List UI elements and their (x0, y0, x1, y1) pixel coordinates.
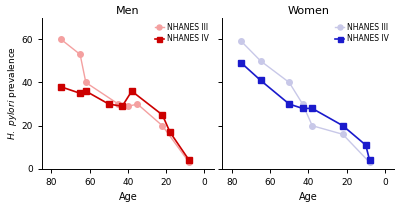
NHANES III (126, 105, 130, 108)
NHANES III (84, 81, 88, 84)
NHANES III (78, 53, 82, 56)
Title: Women: Women (287, 6, 329, 16)
NHANES III (258, 60, 263, 62)
NHANES III (160, 124, 165, 127)
NHANES IV (287, 103, 292, 105)
NHANES IV (160, 114, 165, 116)
NHANES III (367, 161, 372, 164)
NHANES IV (239, 62, 244, 64)
Line: NHANES III: NHANES III (58, 37, 192, 165)
NHANES III (135, 103, 140, 105)
NHANES III (340, 133, 345, 136)
NHANES IV (300, 107, 305, 110)
NHANES IV (310, 107, 315, 110)
NHANES IV (129, 90, 134, 92)
NHANES III (310, 124, 315, 127)
NHANES III (239, 40, 244, 43)
X-axis label: Age: Age (118, 192, 137, 202)
Legend: NHANES III, NHANES IV: NHANES III, NHANES IV (153, 22, 210, 45)
NHANES IV (187, 159, 192, 161)
NHANES IV (106, 103, 111, 105)
NHANES III (187, 161, 192, 164)
NHANES III (58, 38, 63, 41)
X-axis label: Age: Age (299, 192, 318, 202)
NHANES IV (84, 90, 88, 92)
Line: NHANES III: NHANES III (239, 39, 372, 165)
NHANES IV (58, 85, 63, 88)
NHANES IV (120, 105, 124, 108)
NHANES III (300, 103, 305, 105)
NHANES III (287, 81, 292, 84)
NHANES IV (367, 159, 372, 161)
NHANES IV (258, 79, 263, 82)
Line: NHANES IV: NHANES IV (58, 84, 192, 163)
Title: Men: Men (116, 6, 140, 16)
Y-axis label: $H.\ \mathit{pylori}\ \mathrm{prevalence}$: $H.\ \mathit{pylori}\ \mathrm{prevalence… (6, 46, 18, 140)
Line: NHANES IV: NHANES IV (239, 60, 372, 163)
NHANES IV (340, 124, 345, 127)
NHANES IV (363, 144, 368, 146)
NHANES IV (78, 92, 82, 95)
NHANES III (116, 103, 121, 105)
NHANES IV (168, 131, 172, 133)
Legend: NHANES III, NHANES IV: NHANES III, NHANES IV (334, 22, 391, 45)
